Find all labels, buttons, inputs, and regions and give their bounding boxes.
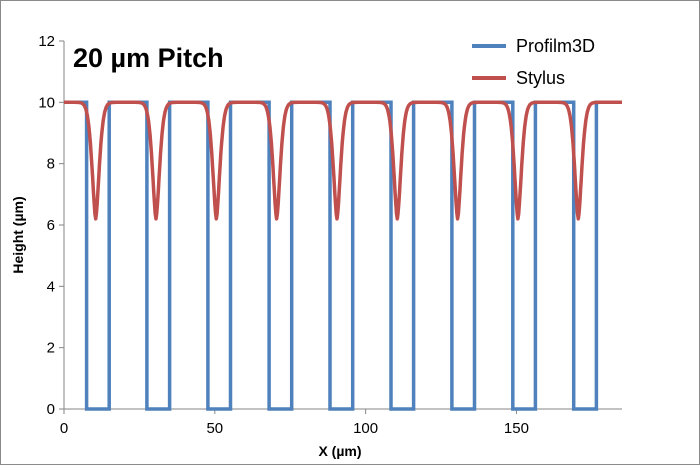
y-axis-ticks: 0 2 4 6 8 10 12 [38, 33, 64, 418]
series-layer [63, 100, 623, 411]
x-tick-label: 150 [504, 420, 529, 437]
series-line-profilm3d [64, 100, 622, 411]
x-tick-label: 50 [206, 420, 223, 437]
y-tick-label: 12 [38, 33, 55, 50]
y-axis-title: Height (µm) [10, 196, 26, 273]
legend-label-stylus: Stylus [516, 68, 565, 88]
y-tick-label: 10 [38, 94, 55, 111]
series-line-stylus [63, 100, 623, 221]
y-tick-label: 8 [47, 156, 55, 173]
y-tick-label: 4 [47, 278, 55, 295]
y-tick-label: 2 [47, 340, 55, 357]
plot-area: 0 50 100 150 0 2 4 6 8 10 12 [38, 33, 623, 437]
legend: Profilm3D Stylus [472, 36, 595, 88]
legend-label-profilm3d: Profilm3D [516, 36, 595, 56]
x-tick-label: 100 [353, 420, 378, 437]
x-axis-ticks: 0 50 100 150 [60, 409, 529, 437]
x-tick-label: 0 [60, 420, 68, 437]
x-axis-title: X (µm) [318, 443, 361, 459]
y-tick-label: 6 [47, 217, 55, 234]
y-tick-label: 0 [47, 401, 55, 418]
chart-title: 20 µm Pitch [73, 43, 224, 73]
